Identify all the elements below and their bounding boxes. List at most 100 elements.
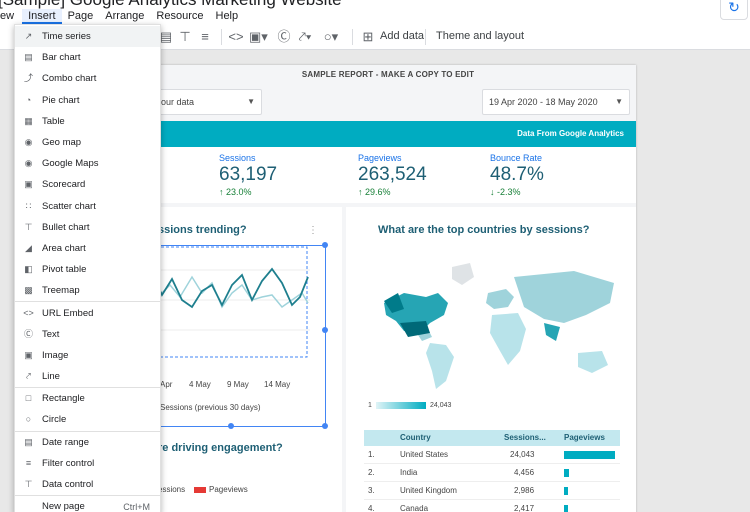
report-title[interactable]: [Sample] Google Analytics Marketing Webs…: [0, 0, 342, 10]
menu-item-label: Filter control: [42, 457, 95, 469]
bullet-chart-icon[interactable]: ⊤: [179, 29, 191, 44]
bullet-chart-icon: ⊤: [24, 221, 33, 232]
pageviews-bar: [564, 469, 569, 477]
menu-resource[interactable]: Resource: [156, 9, 204, 22]
menu-item-data-control[interactable]: ⊤ Data control: [15, 474, 160, 495]
x-tick: Apr: [160, 380, 173, 389]
menu-item-label: Pivot table: [42, 264, 87, 276]
row-rank: 3.: [368, 486, 375, 495]
chevron-down-icon: ▼: [615, 97, 623, 106]
menu-item-filter-control[interactable]: ≡ Filter control: [15, 453, 160, 474]
greenland-region: [452, 263, 474, 285]
more-options-icon[interactable]: ⋮: [308, 225, 318, 236]
scorecard-sessions[interactable]: Sessions 63,197 ↑ 23.0%: [219, 153, 277, 197]
summary-banner: ary Data From Google Analytics: [140, 121, 636, 147]
menu-item-label: Bullet chart: [42, 221, 90, 233]
table-icon: ▦: [24, 115, 33, 126]
menu-item-scatter-chart[interactable]: ∷ Scatter chart: [15, 196, 160, 217]
menu-item-image[interactable]: ▣ Image: [15, 345, 160, 366]
scorecard-label: Pageviews: [358, 153, 402, 163]
previous-period-series: [140, 275, 309, 309]
scorecard-value: 48.7%: [490, 164, 544, 185]
date-range-icon: ▤: [24, 436, 33, 447]
add-data-button[interactable]: Add data: [380, 30, 425, 42]
resize-handle[interactable]: [322, 423, 328, 429]
refresh-icon[interactable]: ↻: [720, 0, 748, 20]
menu-item-date-range[interactable]: ▤ Date range: [15, 432, 160, 453]
menu-item-pivot-table[interactable]: ◧ Pivot table: [15, 259, 160, 280]
menu-item-google-maps[interactable]: ◉ Google Maps: [15, 153, 160, 174]
blank-icon: [23, 501, 34, 512]
theme-layout-button[interactable]: Theme and layout: [436, 30, 525, 42]
menu-item-rectangle[interactable]: □ Rectangle: [15, 388, 160, 409]
shape-icon[interactable]: ○▾: [323, 29, 339, 44]
scorecard-delta: ↑ 29.6%: [358, 187, 391, 197]
menu-divider: [15, 495, 160, 497]
menu-item-combo-chart[interactable]: ⤴ Combo chart: [15, 68, 160, 89]
menu-item-area-chart[interactable]: ◢ Area chart: [15, 238, 160, 259]
menu-page[interactable]: Page: [67, 9, 94, 22]
column-header-sessions[interactable]: Sessions...: [504, 433, 546, 442]
menu-item-scorecard[interactable]: ▣ Scorecard: [15, 174, 160, 195]
engagement-title: re driving engagement?: [158, 442, 283, 454]
engagement-legend: essions Pageviews: [158, 485, 248, 494]
text-icon[interactable]: Ⓒ: [277, 29, 291, 44]
map-title: What are the top countries by sessions?: [378, 224, 590, 236]
report-canvas[interactable]: SAMPLE REPORT - MAKE A COPY TO EDIT ct y…: [0, 51, 750, 512]
menu-item-pie-chart[interactable]: ◔ Pie chart: [15, 90, 160, 111]
resize-handle[interactable]: [322, 327, 328, 333]
geo-map-chart[interactable]: [364, 253, 626, 393]
selection-outline: [140, 245, 326, 427]
asia-region: [514, 271, 614, 323]
menu-item-url-embed[interactable]: <> URL Embed: [15, 302, 160, 323]
menu-item-label: Text: [42, 328, 60, 340]
menu-view[interactable]: ew: [0, 9, 15, 22]
report-page[interactable]: SAMPLE REPORT - MAKE A COPY TO EDIT ct y…: [140, 65, 636, 512]
banner-right-text: Data From Google Analytics: [517, 129, 624, 138]
menu-insert[interactable]: Insert: [22, 8, 62, 24]
menu-item-label: Area chart: [42, 242, 86, 254]
menu-item-geo-map[interactable]: ◉ Geo map: [15, 132, 160, 153]
bar-chart-icon[interactable]: ▤: [159, 29, 173, 44]
menu-item-table[interactable]: ▦ Table: [15, 111, 160, 132]
menu-arrange[interactable]: Arrange: [105, 9, 145, 22]
table-row: 3. United Kingdom 2,986: [364, 482, 620, 500]
column-header-pageviews[interactable]: Pageviews: [564, 433, 605, 442]
date-range-selector[interactable]: 19 Apr 2020 - 18 May 2020 ▼: [482, 89, 630, 115]
menu-item-bar-chart[interactable]: ▤ Bar chart: [15, 47, 160, 68]
x-tick: 9 May: [227, 380, 249, 389]
rectangle-icon: □: [25, 393, 32, 404]
url-embed-icon[interactable]: <>: [228, 29, 244, 44]
resize-handle[interactable]: [322, 242, 328, 248]
row-sessions: 24,043: [510, 450, 535, 459]
scorecard-bounce-rate[interactable]: Bounce Rate 48.7% ↓ -2.3%: [490, 153, 544, 197]
filter-control-icon[interactable]: ≡: [201, 29, 209, 44]
report-header: SAMPLE REPORT - MAKE A COPY TO EDIT: [301, 70, 475, 79]
row-rank: 1.: [368, 450, 375, 459]
circle-icon: ○: [25, 414, 32, 425]
menu-item-text[interactable]: Ⓒ Text: [15, 324, 160, 345]
column-header-country[interactable]: Country: [400, 433, 431, 442]
combo-chart-icon: ⤴: [23, 73, 33, 84]
alaska-region: [384, 293, 404, 313]
menu-item-label: Scatter chart: [42, 200, 96, 212]
menu-item-label: Treemap: [42, 285, 80, 297]
row-rank: 4.: [368, 504, 375, 512]
menu-item-bullet-chart[interactable]: ⊤ Bullet chart: [15, 217, 160, 238]
menu-item-label: Pie chart: [42, 94, 80, 106]
menu-item-line[interactable]: ⤤ Line: [15, 366, 160, 387]
africa-region: [490, 313, 526, 365]
menu-item-new-page[interactable]: New page Ctrl+M: [15, 496, 160, 512]
menu-item-circle[interactable]: ○ Circle: [15, 409, 160, 430]
south-america-region: [426, 343, 454, 389]
menu-item-time-series[interactable]: ↗ Time series: [15, 26, 160, 48]
area-chart-icon: ◢: [25, 242, 32, 253]
line-icon[interactable]: ⤤▾: [298, 29, 312, 44]
resize-handle[interactable]: [228, 423, 234, 429]
menu-item-treemap[interactable]: ▩ Treemap: [15, 280, 160, 301]
toolbar-divider: [425, 29, 426, 45]
scorecard-pageviews[interactable]: Pageviews 263,524 ↑ 29.6%: [358, 153, 427, 197]
image-icon[interactable]: ▣▾: [249, 29, 268, 44]
menu-help[interactable]: Help: [215, 9, 239, 22]
pageviews-bar: [564, 451, 615, 459]
